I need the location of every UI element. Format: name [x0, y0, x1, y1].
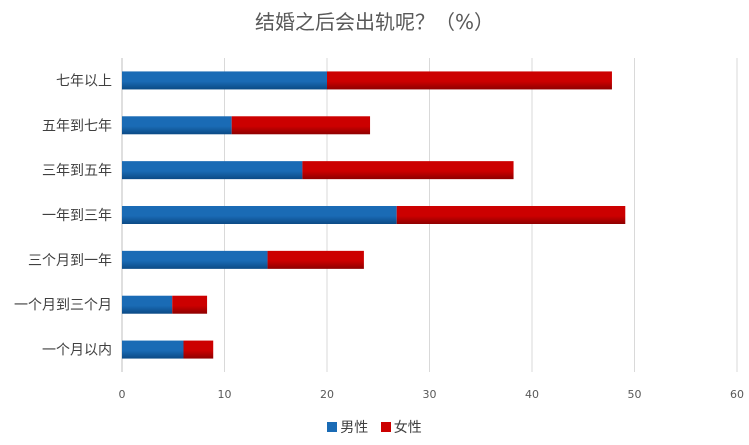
- bar-female-5: [172, 295, 208, 314]
- x-tick-label: 50: [628, 388, 642, 401]
- legend-swatch-female: [380, 422, 391, 432]
- legend-label-male: 男性: [340, 420, 369, 436]
- y-category-label: 五年到七年: [42, 118, 112, 134]
- bar-male-1: [122, 116, 232, 135]
- legend-item-male: 男性: [327, 417, 368, 437]
- bar-male-6: [122, 340, 184, 359]
- legend-item-female: 女性: [380, 417, 422, 437]
- x-tick-label: 60: [730, 388, 744, 401]
- legend-label-female: 女性: [393, 420, 422, 436]
- y-category-label: 一个月到三个月: [14, 298, 112, 314]
- bar-female-1: [231, 116, 371, 135]
- bar-female-6: [183, 340, 214, 359]
- bar-male-3: [122, 206, 397, 224]
- bar-female-4: [267, 250, 364, 269]
- bar-male-2: [122, 161, 303, 180]
- chart-title: 结婚之后会出轨呢？（%）: [254, 10, 494, 34]
- x-tick-label: 10: [218, 388, 232, 401]
- bar-female-2: [302, 161, 514, 180]
- y-category-label: 七年以上: [56, 73, 112, 89]
- x-tick-label: 20: [320, 388, 334, 401]
- y-category-label: 一年到三年: [42, 208, 112, 224]
- x-tick-label: 0: [119, 388, 126, 401]
- x-tick-label: 40: [525, 388, 539, 401]
- y-category-label: 三个月到一年: [28, 253, 112, 269]
- y-category-label: 一个月以内: [42, 343, 112, 359]
- bar-male-4: [122, 250, 268, 269]
- chart-legend: 男性 女性: [0, 417, 749, 437]
- bar-female-0: [327, 71, 612, 90]
- y-category-label: 三年到五年: [42, 163, 112, 179]
- bar-male-0: [122, 71, 327, 90]
- bar-female-3: [396, 206, 626, 224]
- x-tick-label: 30: [423, 388, 437, 401]
- legend-swatch-male: [327, 422, 338, 432]
- bar-male-5: [122, 295, 173, 314]
